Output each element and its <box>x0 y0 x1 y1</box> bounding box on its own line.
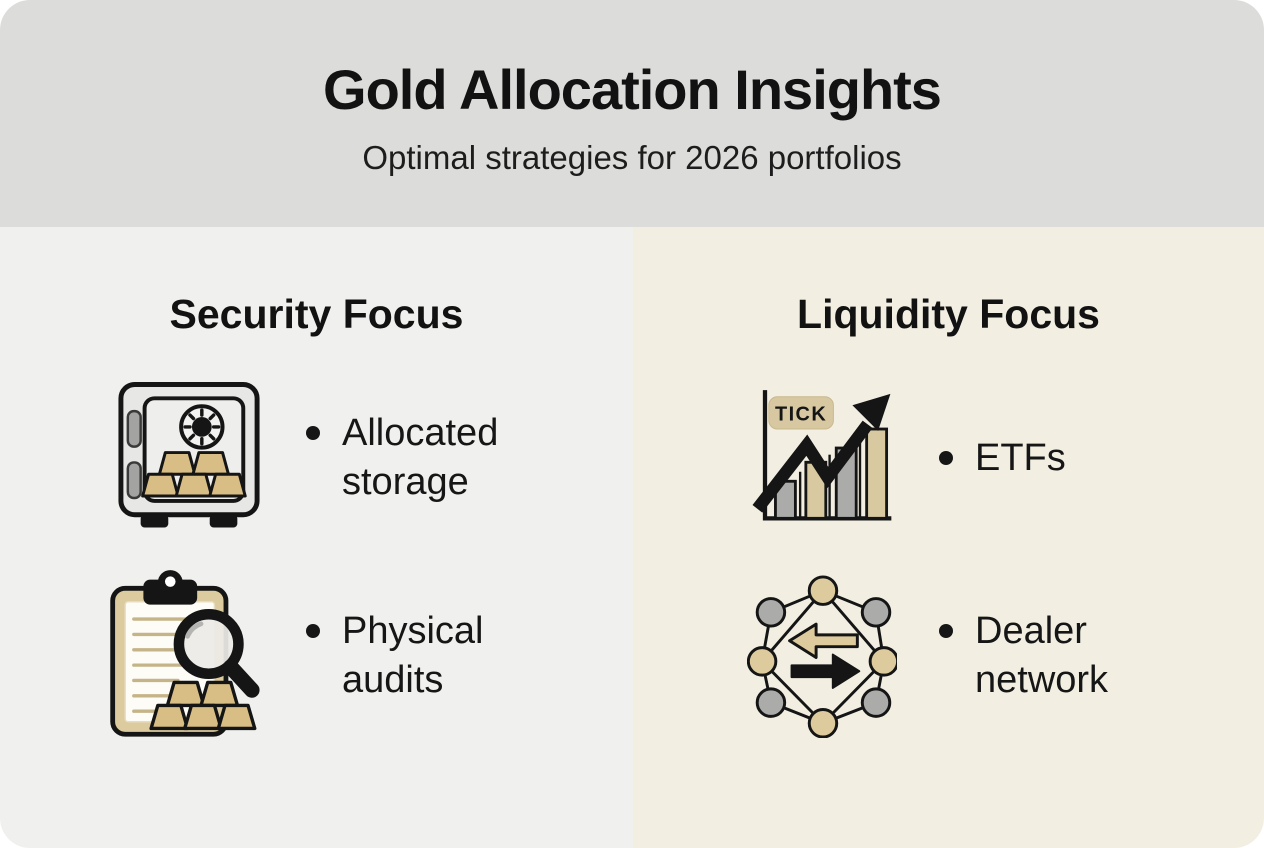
bullet-item: Allocated storage <box>306 409 557 506</box>
list-item: TICK ETFs <box>633 378 1264 538</box>
bullet-item: ETFs <box>939 434 1066 483</box>
page-subtitle: Optimal strategies for 2026 portfolios <box>362 138 902 176</box>
security-heading: Security Focus <box>169 291 464 337</box>
liquidity-heading: Liquidity Focus <box>797 291 1100 337</box>
bullet-dot <box>939 624 953 639</box>
list-item: Allocated storage <box>0 378 633 538</box>
tick-badge-label: TICK <box>775 403 827 425</box>
clipboard-audit-magnifier-icon <box>110 570 260 737</box>
list-item: Dealer network <box>633 566 1264 746</box>
bullet-text: Allocated storage <box>342 412 499 503</box>
bullet-text: ETFs <box>975 436 1066 479</box>
bullet-dot <box>306 426 320 441</box>
bullet-dot <box>939 450 953 465</box>
safe-vault-gold-bars-icon <box>96 381 282 535</box>
list-item: Physical audits <box>0 566 633 746</box>
safe-vault-gold-bars-icon <box>118 382 260 528</box>
clipboard-audit-magnifier-icon <box>96 566 282 746</box>
bullet-text: Dealer network <box>975 610 1109 701</box>
bullet-text: Physical audits <box>342 610 484 701</box>
dealer-network-exchange-icon <box>729 574 915 738</box>
header: Gold Allocation Insights Optimal strateg… <box>0 0 1264 227</box>
bullet-item: Dealer network <box>939 607 1190 704</box>
content-columns: Security Focus <box>0 227 1264 848</box>
bullet-dot <box>306 624 320 639</box>
column-liquidity: Liquidity Focus <box>633 227 1264 848</box>
bullet-item: Physical audits <box>306 607 557 704</box>
rising-bar-chart-arrow-icon: TICK <box>729 383 915 533</box>
page-title: Gold Allocation Insights <box>323 57 942 121</box>
rising-bar-chart-arrow-icon: TICK <box>752 390 892 521</box>
column-security: Security Focus <box>0 227 633 848</box>
dealer-network-exchange-icon <box>747 575 897 738</box>
